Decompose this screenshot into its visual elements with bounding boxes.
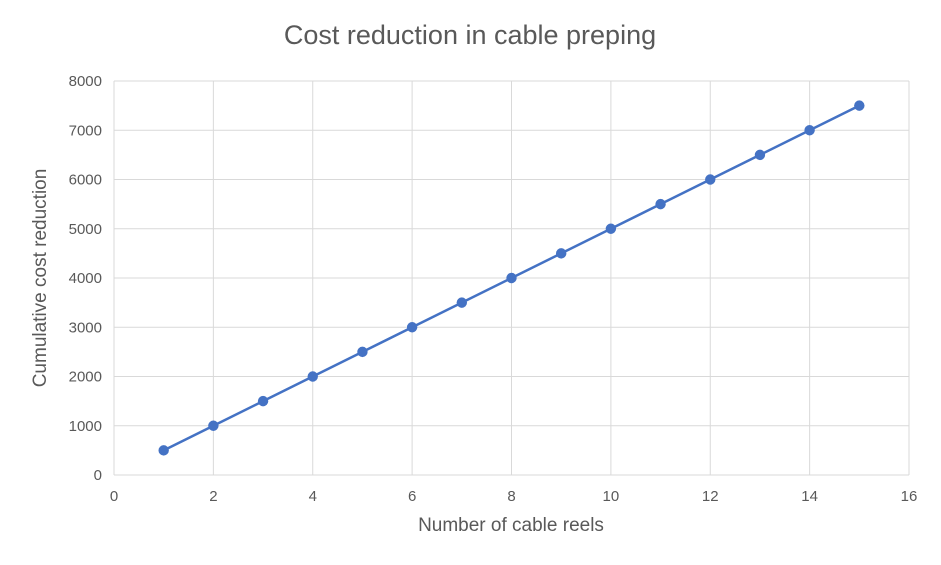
y-tick-label: 7000 xyxy=(69,122,102,139)
data-point xyxy=(456,297,468,308)
data-point xyxy=(257,395,269,407)
data-point xyxy=(804,125,815,136)
y-axis-title: Cumulative cost reduction xyxy=(30,169,51,388)
data-point xyxy=(605,223,617,234)
data-point xyxy=(655,198,666,210)
y-tick-label: 3000 xyxy=(69,319,102,336)
data-point xyxy=(555,248,567,259)
x-tick-label: 0 xyxy=(110,488,118,505)
y-tick-label: 1000 xyxy=(69,418,102,435)
data-point xyxy=(854,100,865,111)
x-axis-title: Number of cable reels xyxy=(418,515,604,536)
x-tick-label: 2 xyxy=(209,488,217,505)
data-point xyxy=(307,371,318,382)
y-tick-labels: 0 1000 2000 3000 4000 5000 6000 7000 8000 xyxy=(69,73,102,484)
data-point xyxy=(506,272,517,284)
y-tick-label: 2000 xyxy=(69,369,102,386)
data-point xyxy=(357,346,368,358)
data-point xyxy=(406,322,418,333)
data-point xyxy=(754,149,766,161)
x-tick-label: 4 xyxy=(309,488,317,505)
x-tick-label: 10 xyxy=(603,488,620,505)
series-layer xyxy=(158,100,865,456)
data-point xyxy=(208,420,219,431)
y-tick-label: 6000 xyxy=(69,172,102,189)
y-tick-label: 5000 xyxy=(69,221,102,238)
chart-title: Cost reduction in cable preping xyxy=(284,20,656,50)
x-tick-label: 6 xyxy=(408,488,416,505)
data-point xyxy=(158,445,169,456)
x-tick-label: 8 xyxy=(507,488,515,505)
x-tick-label: 16 xyxy=(901,488,918,505)
x-tick-labels: 0 2 4 6 8 10 12 14 16 xyxy=(110,488,918,505)
y-tick-label: 4000 xyxy=(69,270,102,287)
y-tick-label: 0 xyxy=(94,467,102,484)
y-tick-label: 8000 xyxy=(69,73,102,90)
x-tick-label: 14 xyxy=(801,488,818,505)
data-point xyxy=(705,174,716,185)
x-tick-label: 12 xyxy=(702,488,719,505)
